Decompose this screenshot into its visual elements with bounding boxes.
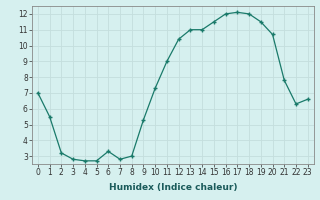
X-axis label: Humidex (Indice chaleur): Humidex (Indice chaleur) — [108, 183, 237, 192]
